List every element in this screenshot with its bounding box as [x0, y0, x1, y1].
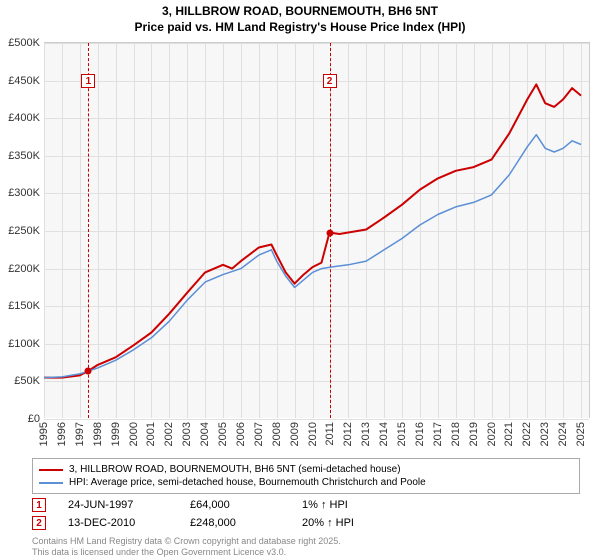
legend: 3, HILLBROW ROAD, BOURNEMOUTH, BH6 5NT (…	[32, 458, 580, 494]
x-axis-label: 2005	[217, 422, 229, 446]
x-axis-label: 2000	[128, 422, 140, 446]
sale-row: 1 24-JUN-1997 £64,000 1% ↑ HPI	[32, 496, 580, 514]
footer-line-2: This data is licensed under the Open Gov…	[32, 547, 341, 558]
y-axis-label: £300K	[8, 187, 40, 199]
series-hpi	[44, 135, 581, 378]
sale-date: 13-DEC-2010	[68, 517, 168, 529]
y-axis-label: £250K	[8, 225, 40, 237]
x-axis-label: 2024	[557, 422, 569, 446]
y-axis-label: £350K	[8, 150, 40, 162]
legend-label: HPI: Average price, semi-detached house,…	[69, 477, 426, 488]
x-axis-label: 2013	[360, 422, 372, 446]
title-line-2: Price paid vs. HM Land Registry's House …	[0, 20, 600, 36]
legend-swatch	[39, 469, 63, 471]
x-axis-label: 2007	[253, 422, 265, 446]
x-axis-label: 1996	[56, 422, 68, 446]
x-axis-label: 2018	[450, 422, 462, 446]
legend-row: 3, HILLBROW ROAD, BOURNEMOUTH, BH6 5NT (…	[39, 463, 573, 476]
series-price_paid	[44, 84, 581, 377]
x-axis-label: 2003	[181, 422, 193, 446]
x-axis-label: 2001	[145, 422, 157, 446]
sale-row: 2 13-DEC-2010 £248,000 20% ↑ HPI	[32, 514, 580, 532]
sale-point	[326, 229, 333, 236]
x-axis-label: 2022	[521, 422, 533, 446]
x-axis-label: 2010	[307, 422, 319, 446]
x-axis-label: 2008	[271, 422, 283, 446]
x-axis-label: 1995	[38, 422, 50, 446]
y-axis-label: £450K	[8, 75, 40, 87]
x-axis-label: 2016	[414, 422, 426, 446]
y-axis-label: £200K	[8, 263, 40, 275]
sale-hpi: 20% ↑ HPI	[302, 517, 402, 529]
sale-date: 24-JUN-1997	[68, 499, 168, 511]
x-axis-label: 2019	[468, 422, 480, 446]
x-axis-label: 2004	[199, 422, 211, 446]
x-axis-label: 2017	[432, 422, 444, 446]
attribution-footer: Contains HM Land Registry data © Crown c…	[32, 536, 341, 558]
x-axis-label: 2020	[486, 422, 498, 446]
x-axis-label: 2015	[396, 422, 408, 446]
x-axis-label: 2002	[163, 422, 175, 446]
legend-row: HPI: Average price, semi-detached house,…	[39, 476, 573, 489]
x-axis-label: 2023	[539, 422, 551, 446]
x-axis-label: 2021	[503, 422, 515, 446]
sale-hpi: 1% ↑ HPI	[302, 499, 402, 511]
series-svg	[44, 43, 590, 419]
x-axis-label: 2009	[289, 422, 301, 446]
title-line-1: 3, HILLBROW ROAD, BOURNEMOUTH, BH6 5NT	[0, 4, 600, 20]
y-axis-label: £100K	[8, 338, 40, 350]
chart-title: 3, HILLBROW ROAD, BOURNEMOUTH, BH6 5NT P…	[0, 0, 600, 35]
price-chart: £0£50K£100K£150K£200K£250K£300K£350K£400…	[44, 42, 590, 418]
x-axis-label: 2006	[235, 422, 247, 446]
y-axis-label: £400K	[8, 112, 40, 124]
x-axis-label: 1998	[92, 422, 104, 446]
x-axis-label: 2011	[324, 422, 336, 446]
x-axis-label: 1999	[110, 422, 122, 446]
x-axis-label: 2025	[575, 422, 587, 446]
footer-line-1: Contains HM Land Registry data © Crown c…	[32, 536, 341, 547]
sale-point	[85, 367, 92, 374]
legend-label: 3, HILLBROW ROAD, BOURNEMOUTH, BH6 5NT (…	[69, 464, 401, 475]
x-axis-label: 2012	[342, 422, 354, 446]
sale-index-box: 2	[32, 516, 46, 530]
sale-price: £248,000	[190, 517, 280, 529]
sale-index-box: 1	[32, 498, 46, 512]
y-axis-label: £50K	[14, 375, 40, 387]
sale-price: £64,000	[190, 499, 280, 511]
gridline-h	[44, 419, 589, 420]
legend-swatch	[39, 482, 63, 484]
y-axis-label: £150K	[8, 300, 40, 312]
x-axis-label: 2014	[378, 422, 390, 446]
y-axis-label: £500K	[8, 37, 40, 49]
sales-table: 1 24-JUN-1997 £64,000 1% ↑ HPI 2 13-DEC-2010 £…	[32, 496, 580, 532]
x-axis-label: 1997	[74, 422, 86, 446]
